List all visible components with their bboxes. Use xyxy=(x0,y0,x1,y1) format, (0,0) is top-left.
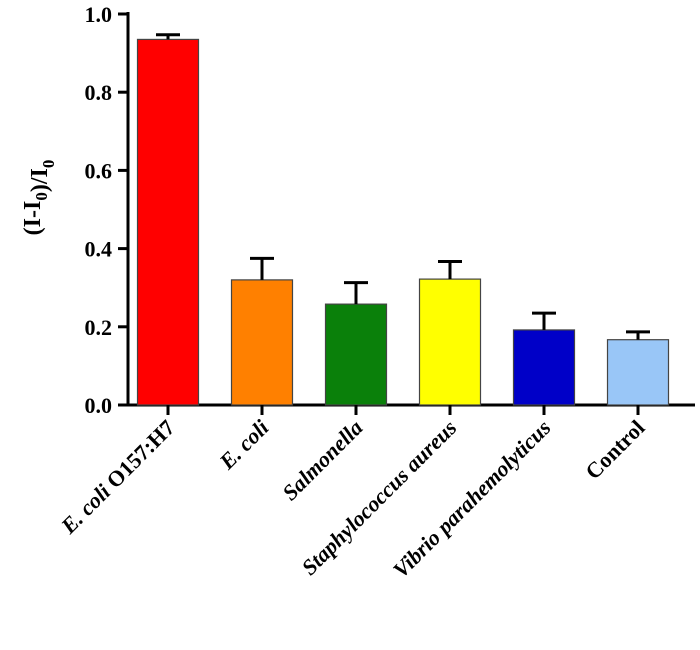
y-axis-title-part: )/ xyxy=(27,177,53,192)
y-tick-label: 1.0 xyxy=(85,2,113,27)
bar xyxy=(230,279,294,406)
x-tick-label-italic: Vibrio parahemolyticus xyxy=(388,415,556,583)
y-tick-label: 0.8 xyxy=(85,80,113,105)
bar xyxy=(512,329,576,406)
x-tick-label-plain: Control xyxy=(580,415,649,484)
y-tick-label: 0.4 xyxy=(85,237,113,262)
x-tick-label: Control xyxy=(580,415,649,484)
bar xyxy=(136,38,200,406)
x-tick-label: Vibrio parahemolyticus xyxy=(388,415,556,583)
y-tick-label: 0.2 xyxy=(85,315,113,340)
bar xyxy=(606,339,670,406)
bar xyxy=(324,303,388,406)
y-axis-title: (I-I0)/I0 xyxy=(20,160,58,236)
axes xyxy=(126,12,695,407)
y-tick-label: 0.6 xyxy=(85,158,113,183)
y-axis-title-part: I xyxy=(27,168,53,177)
x-tick-label: E. coli O157:H7 xyxy=(55,415,179,539)
bar xyxy=(418,278,482,406)
y-axis-title-text: (I-I0)/I0 xyxy=(20,160,58,236)
x-tick-label: E. coli xyxy=(214,414,274,474)
y-axis-title-part: (I- xyxy=(20,210,46,235)
x-tick-label-italic: E. coli xyxy=(214,414,274,474)
bars xyxy=(136,33,670,406)
y-axis-title-part: I xyxy=(20,201,46,210)
y-axis-title-subscript: 0 xyxy=(39,160,58,169)
y-ticks: 0.0 0.2 0.4 0.6 0.8 1.0 xyxy=(85,2,128,418)
x-tick-label: Salmonella xyxy=(277,415,367,505)
x-tick-label: Staphylococcus aureus xyxy=(296,415,461,580)
x-tick-label-italic: Salmonella xyxy=(277,415,367,505)
x-tick-label-plain: O157:H7 xyxy=(97,415,179,497)
y-tick-label: 0.0 xyxy=(85,393,113,418)
x-tick-labels: E. coli O157:H7 E. coli SalmonellaStaphylo… xyxy=(55,405,650,583)
x-tick-label-italic: Staphylococcus aureus xyxy=(296,415,461,580)
y-axis-title-subscript: 0 xyxy=(32,192,51,201)
